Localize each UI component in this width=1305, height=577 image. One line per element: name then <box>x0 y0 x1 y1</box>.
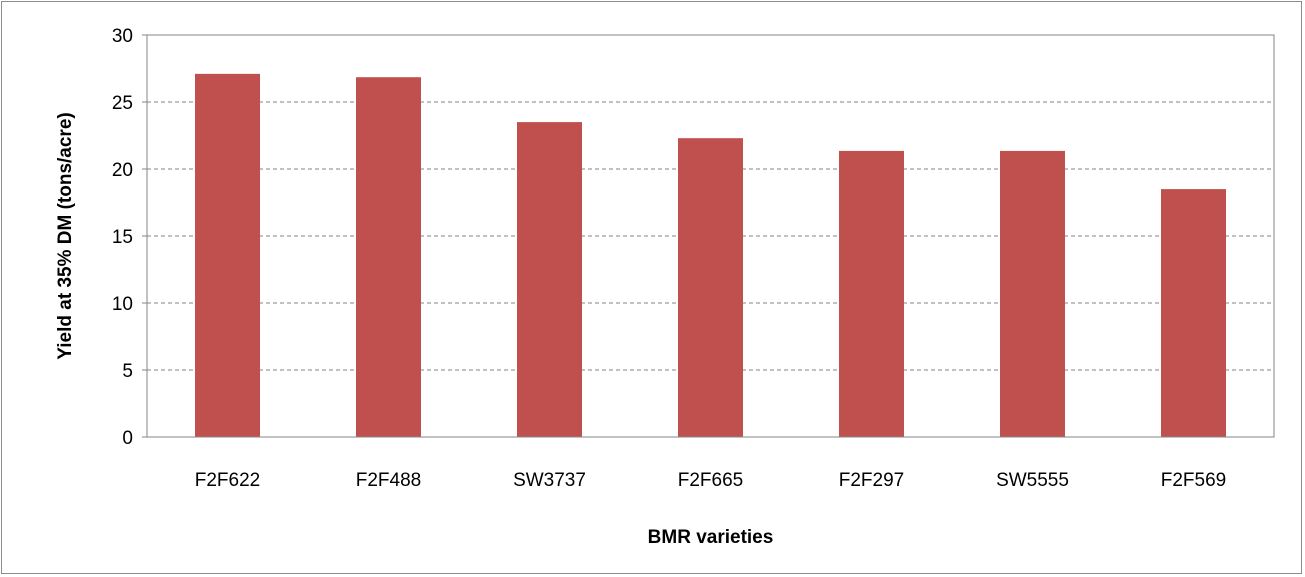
y-tick-label: 20 <box>112 160 133 181</box>
x-tick-label: F2F622 <box>195 470 260 491</box>
bar-f2f665 <box>678 138 743 437</box>
x-tick-label: F2F488 <box>356 470 421 491</box>
y-tick-label: 5 <box>122 361 133 382</box>
bar-sw5555 <box>1000 150 1065 437</box>
x-tick-label: F2F297 <box>839 470 904 491</box>
axes <box>142 34 1275 438</box>
tick-labels: 0 5 10 15 20 25 30 F2F622 F2F488 SW3737 F2F665 F2F2… <box>112 26 1226 491</box>
bar-sw3737 <box>517 122 582 437</box>
x-tick-label: SW5555 <box>996 470 1069 491</box>
plot-area-border <box>146 34 1275 438</box>
bar-f2f297 <box>839 150 904 437</box>
x-tick-label: F2F569 <box>1161 470 1226 491</box>
bars <box>195 73 1226 438</box>
x-tick-label: F2F665 <box>678 470 743 491</box>
y-tick-label: 30 <box>112 26 133 47</box>
bar-f2f622 <box>195 73 260 438</box>
y-tick-label: 25 <box>112 93 133 114</box>
bar-f2f488 <box>356 77 421 438</box>
x-axis-title: BMR varieties <box>648 527 774 548</box>
y-tick-label: 10 <box>112 294 133 315</box>
x-tick-label: SW3737 <box>513 470 586 491</box>
y-tick-label: 0 <box>122 428 133 449</box>
y-axis-title: Yield at 35% DM (tons/acre) <box>55 112 76 359</box>
y-tick-label: 15 <box>112 227 133 248</box>
bar-f2f569 <box>1161 189 1226 437</box>
